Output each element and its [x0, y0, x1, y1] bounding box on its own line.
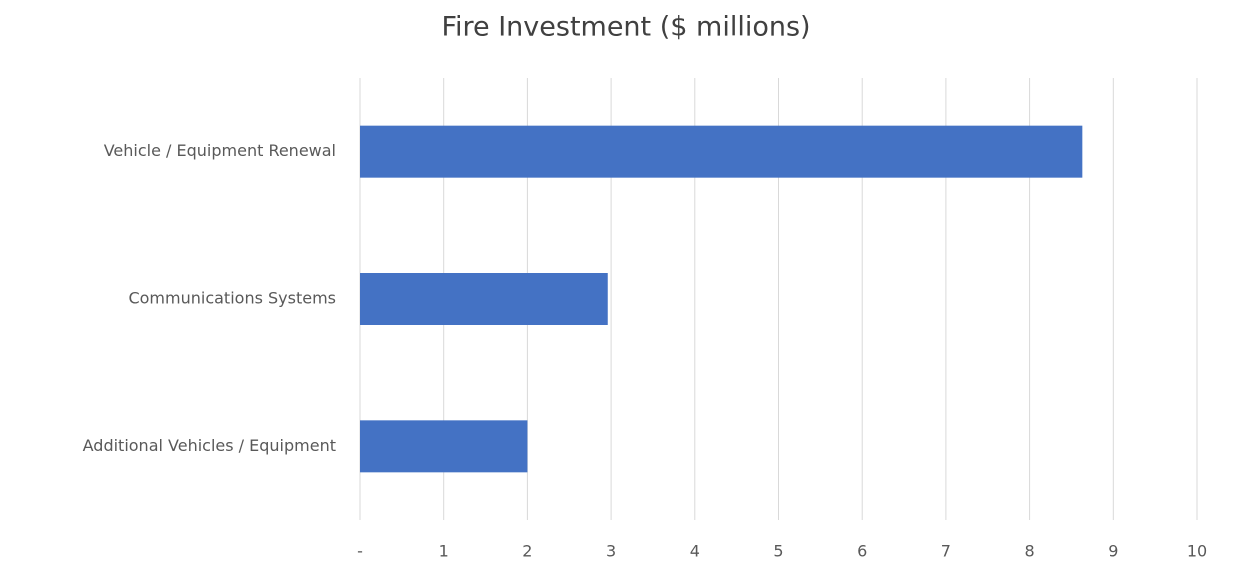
x-tick-label: 5 — [773, 542, 783, 561]
x-tick-label: 10 — [1187, 542, 1207, 561]
x-tick-label: 1 — [439, 542, 449, 561]
y-tick-label: Communications Systems — [128, 289, 336, 308]
bar — [360, 125, 1083, 178]
chart-title: Fire Investment ($ millions) — [441, 12, 810, 43]
x-tick-label: 3 — [606, 542, 616, 561]
bar — [360, 273, 608, 325]
x-tick-label: 2 — [522, 542, 532, 561]
bar — [360, 420, 528, 473]
x-tick-label: 9 — [1108, 542, 1118, 561]
x-tick-label: 6 — [857, 542, 867, 561]
x-tick-label: - — [357, 542, 363, 561]
x-tick-label: 7 — [941, 542, 951, 561]
y-tick-label: Additional Vehicles / Equipment — [83, 436, 336, 455]
x-tick-label: 8 — [1025, 542, 1035, 561]
y-tick-label: Vehicle / Equipment Renewal — [104, 141, 336, 160]
x-tick-label: 4 — [690, 542, 700, 561]
